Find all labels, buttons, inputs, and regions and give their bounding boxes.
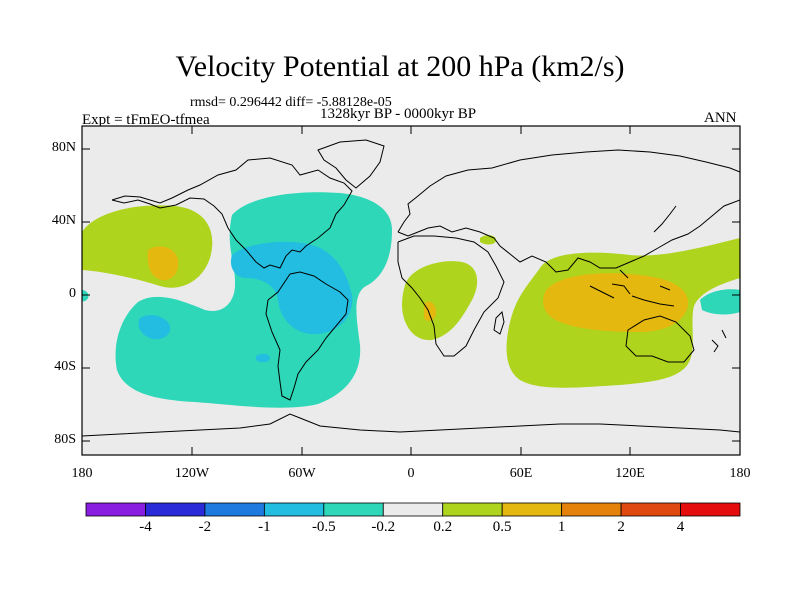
colorbar-label-1: -2: [198, 519, 212, 535]
lat-label-40s: 40S: [54, 359, 76, 374]
field-region-sw-pacific: [700, 289, 740, 315]
lon-label-120e: 120E: [615, 466, 645, 481]
axis-ticks: [82, 126, 740, 455]
colorbar-label-6: 0.5: [492, 519, 512, 535]
lon-label-60w: 60W: [288, 466, 316, 481]
coastline-australia: [625, 315, 695, 363]
colorbar-label-9: 4: [676, 519, 685, 535]
colorbar-swatch-4: [323, 502, 384, 517]
lon-label-180e: 180: [729, 466, 751, 481]
colorbar-swatch-6: [442, 502, 503, 517]
lat-label-80s: 80S: [54, 432, 76, 447]
colorbar-swatch-7: [501, 502, 563, 517]
colorbar-swatch-10: [680, 502, 741, 517]
colorbar-swatch-8: [561, 502, 622, 517]
colorbar-swatch-3: [263, 502, 325, 517]
lon-label-120w: 120W: [174, 466, 210, 481]
coastline-madagascar: [493, 310, 505, 335]
field-region-s-atlantic-core: [256, 353, 270, 363]
coastline-antarctica: [82, 413, 740, 437]
lat-label-80n: 80N: [51, 140, 76, 155]
coastlines: [82, 139, 740, 437]
colorbar-label-3: -0.5: [311, 519, 336, 535]
colorbar: [85, 502, 741, 517]
colorbar-swatch-0: [85, 502, 146, 517]
stats-text: rmsd= 0.296442 diff= -5.88128e-05: [190, 95, 392, 110]
lat-label-eq: 0: [69, 286, 76, 301]
coastline-greenland: [317, 139, 385, 189]
coastline-africa: [397, 235, 505, 357]
field-region-americas-core: [230, 241, 353, 335]
coastline-north-america: [111, 157, 353, 269]
field-region-africa: [402, 261, 478, 341]
colorbar-label-2: -1: [258, 519, 271, 535]
coastline-eurasia: [397, 149, 740, 273]
colorbar-swatch-2: [204, 502, 265, 517]
lon-label-180w: 180: [71, 466, 93, 481]
field-region-se-pacific-core: [138, 315, 171, 340]
season-label: ANN: [704, 110, 737, 126]
colorbar-label-4: -0.2: [371, 519, 396, 535]
colorbar-swatch-1: [145, 502, 206, 517]
coastline-new-zealand: [711, 329, 727, 353]
field-region-mideast-spot: [480, 235, 496, 245]
coastline-south-america: [265, 271, 349, 401]
lon-label-60e: 60E: [509, 466, 533, 481]
colorbar-swatch-5: [382, 502, 444, 517]
field-region-ne-pacific-core: [147, 246, 179, 281]
colorbar-label-8: 2: [617, 519, 625, 535]
field-region-americas: [115, 192, 392, 408]
lat-label-40n: 40N: [51, 213, 76, 228]
lon-label-0: 0: [407, 466, 415, 481]
colorbar-label-7: 1: [557, 519, 566, 535]
field-region-indo-pacific-core: [543, 273, 689, 332]
experiment-label: Expt = tFmEO-tfmea: [82, 112, 210, 128]
colorbar-swatch-9: [620, 502, 681, 517]
chart-title: Velocity Potential at 200 hPa (km2/s): [175, 50, 625, 83]
coastline-japan: [653, 205, 677, 233]
field-region-dateline-edge: [82, 290, 89, 302]
coastline-maritime-continent: [589, 269, 675, 307]
period-label: 1328kyr BP - 0000kyr BP: [320, 106, 477, 122]
colorbar-label-5: 0.2: [433, 519, 453, 535]
field-region-ne-pacific: [82, 205, 213, 288]
field-region-africa-core: [424, 301, 436, 321]
colorbar-label-0: -4: [139, 519, 152, 535]
